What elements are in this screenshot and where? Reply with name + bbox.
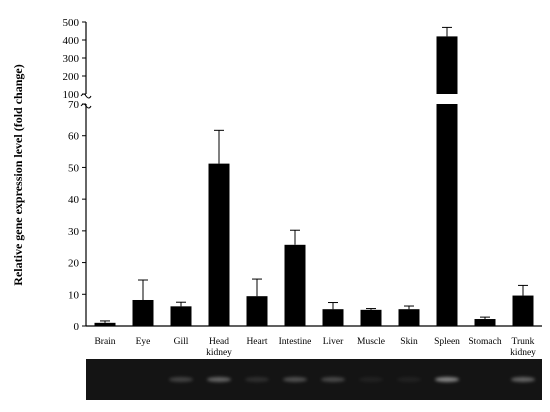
y-tick-label-lower-40: 40	[68, 194, 80, 206]
bar-7	[360, 309, 382, 326]
x-tick-label-6: Liver	[323, 337, 344, 347]
x-tick-label-3: Head kidney	[206, 337, 232, 358]
x-tick-label-0: Brain	[94, 337, 115, 347]
bar-0	[94, 322, 116, 326]
bar-10	[474, 319, 496, 326]
x-tick-label-5: Intestine	[279, 337, 312, 347]
bar-8	[398, 309, 420, 326]
gel-band-3	[207, 377, 231, 382]
gel-band-4	[245, 377, 269, 382]
x-tick-label-2: Gill	[174, 337, 189, 347]
y-tick-label-upper-400: 400	[63, 35, 80, 47]
x-tick-labels: Brain Eye Gill Head kidney Heart Intestine Live…	[94, 337, 536, 358]
x-tick-label-1: Eye	[136, 337, 151, 347]
bar-3	[208, 163, 230, 326]
x-tick-label-11: Trunk kidney	[510, 337, 536, 358]
bar-9-upper	[436, 36, 458, 94]
bar-2	[170, 306, 192, 326]
x-tick-label-7: Muscle	[357, 337, 385, 347]
gel-band-8	[397, 377, 421, 382]
y-tick-label-upper-300: 300	[63, 53, 80, 65]
gel-band-5	[283, 377, 307, 382]
y-tick-label-lower-0: 0	[74, 321, 80, 333]
gel-band-7	[359, 377, 383, 382]
bar-9-lower	[436, 104, 458, 326]
y-axis-label: Relative gene expression level (fold cha…	[11, 64, 25, 285]
axis-break-mark	[80, 93, 92, 99]
bar-11	[512, 295, 534, 326]
y-tick-label-upper-100: 100	[63, 89, 80, 101]
x-tick-label-9: Spleen	[434, 337, 460, 347]
x-tick-label-8: Skin	[400, 337, 418, 347]
gel-band-11	[511, 377, 535, 382]
bar-4	[246, 296, 268, 326]
y-tick-label-lower-50: 50	[68, 162, 80, 174]
bar-6	[322, 309, 344, 326]
gel-band-6	[321, 377, 345, 382]
gel-electrophoresis-image	[86, 359, 542, 400]
y-tick-label-lower-20: 20	[68, 258, 80, 270]
gel-band-9	[435, 377, 459, 382]
y-tick-label-lower-70: 70	[68, 99, 80, 111]
y-tick-label-lower-60: 60	[68, 131, 80, 143]
bar-1	[132, 299, 154, 326]
x-tick-label-10: Stomach	[468, 337, 501, 347]
gel-band-2	[169, 377, 193, 382]
error-bars	[100, 26, 528, 323]
y-tick-label-upper-500: 500	[63, 17, 80, 29]
x-tick-label-4: Heart	[246, 337, 267, 347]
y-tick-label-lower-30: 30	[68, 226, 80, 238]
y-tick-label-lower-10: 10	[68, 289, 80, 301]
y-tick-label-upper-200: 200	[63, 71, 80, 83]
bar-5	[284, 244, 306, 326]
bars	[94, 36, 534, 326]
